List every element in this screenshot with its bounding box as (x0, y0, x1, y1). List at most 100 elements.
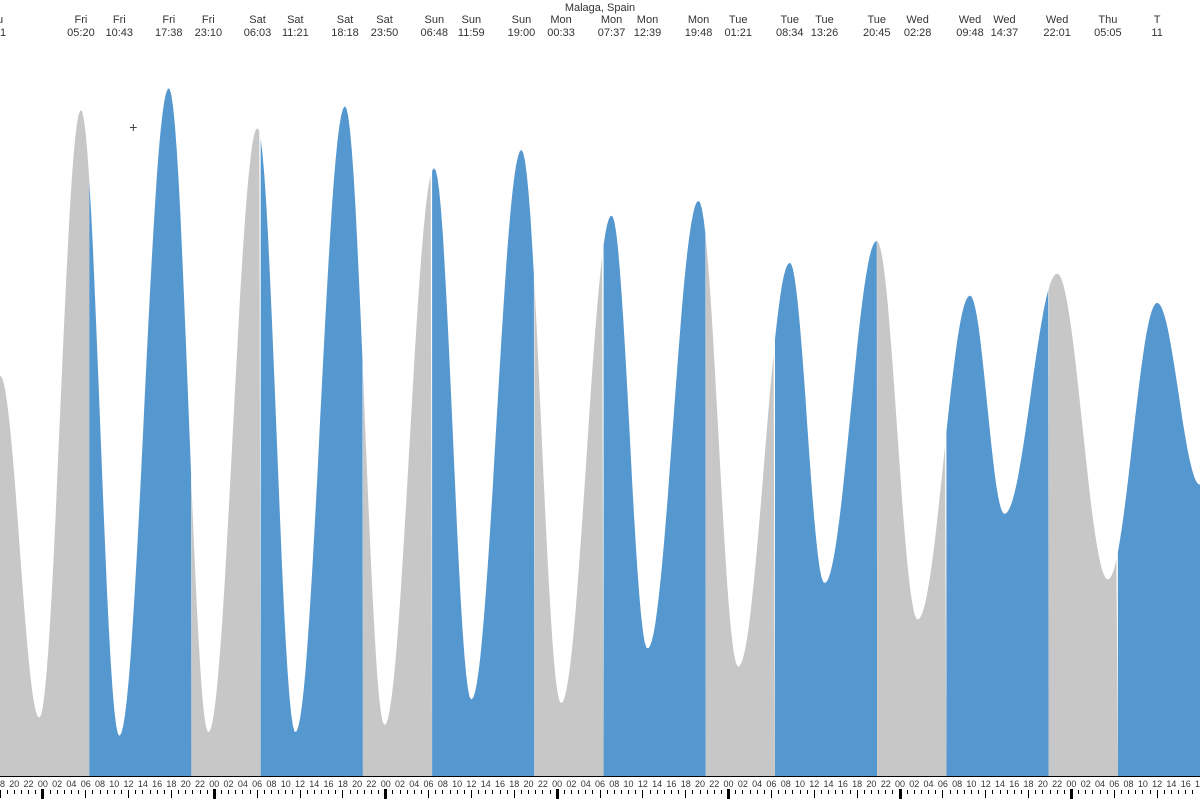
x-tick (92, 790, 93, 794)
x-tick (64, 790, 65, 794)
x-tick-label: 00 (1066, 779, 1076, 789)
x-tick-label: 04 (924, 779, 934, 789)
x-tick (292, 790, 293, 794)
x-tick (7, 790, 8, 794)
x-tick (635, 790, 636, 794)
x-tick (914, 790, 915, 794)
x-tick (571, 790, 572, 794)
x-tick (864, 790, 865, 794)
header-label: Tue13:26 (811, 14, 839, 40)
x-tick (321, 790, 322, 794)
x-tick-label: 06 (424, 779, 434, 789)
x-tick-label: 08 (609, 779, 619, 789)
x-tick (700, 790, 701, 794)
header-label: Mon07:37 (598, 14, 626, 40)
x-tick (828, 790, 829, 794)
x-tick (928, 790, 929, 794)
x-tick-label: 06 (938, 779, 948, 789)
x-tick-label: 18 (509, 779, 519, 789)
x-tick-label: 22 (366, 779, 376, 789)
x-tick (600, 790, 601, 798)
x-tick (78, 790, 79, 794)
x-tick (942, 790, 943, 798)
x-tick (685, 790, 686, 798)
x-tick (550, 790, 551, 794)
header-label: Sun19:00 (508, 14, 536, 40)
x-tick (50, 790, 51, 794)
x-tick (85, 790, 86, 798)
x-tick (714, 790, 715, 794)
x-tick (450, 790, 451, 794)
x-tick (1157, 790, 1158, 798)
x-tick (342, 790, 343, 798)
x-tick-label: 16 (1181, 779, 1191, 789)
x-tick (564, 790, 565, 794)
header-label: T11 (1151, 14, 1162, 40)
x-tick-label: 16 (666, 779, 676, 789)
header-label: Fri05:20 (67, 14, 95, 40)
x-tick (542, 790, 543, 794)
header-label: Fri23:10 (195, 14, 223, 40)
x-tick (350, 790, 351, 794)
x-tick-label: 18 (1195, 779, 1200, 789)
x-tick-label: 04 (409, 779, 419, 789)
header-label: Sun11:59 (458, 14, 485, 40)
x-tick (364, 790, 365, 794)
header-label: Tue08:34 (776, 14, 804, 40)
header-label: Wed14:37 (991, 14, 1019, 40)
header-label: Mon00:33 (547, 14, 575, 40)
x-tick (964, 790, 965, 794)
x-tick-label: 20 (866, 779, 876, 789)
header-label: Tue20:45 (863, 14, 891, 40)
x-tick (921, 790, 922, 794)
x-tick (264, 790, 265, 794)
x-tick-label: 22 (881, 779, 891, 789)
x-tick (114, 790, 115, 794)
x-tick (257, 790, 258, 798)
x-tick (500, 790, 501, 794)
x-tick (421, 790, 422, 794)
header-label: Wed22:01 (1043, 14, 1071, 40)
x-tick (1121, 790, 1122, 794)
x-tick (242, 790, 243, 794)
x-tick (878, 790, 879, 794)
x-tick (835, 790, 836, 794)
x-tick (328, 790, 329, 794)
x-tick (1114, 790, 1115, 798)
header-label: Wed02:28 (904, 14, 932, 40)
x-tick (1142, 790, 1143, 794)
x-tick (307, 790, 308, 794)
x-tick (178, 790, 179, 794)
x-tick (478, 790, 479, 794)
x-tick (235, 790, 236, 794)
x-tick (807, 790, 808, 794)
x-tick-label: 08 (438, 779, 448, 789)
x-tick-label: 20 (352, 779, 362, 789)
header-label: Wed09:48 (956, 14, 984, 40)
x-tick-label: 02 (224, 779, 234, 789)
x-tick (792, 790, 793, 794)
x-tick-label: 14 (138, 779, 148, 789)
x-tick-label: 04 (1095, 779, 1105, 789)
x-tick (585, 790, 586, 794)
x-tick (778, 790, 779, 794)
x-tick-label: 18 (681, 779, 691, 789)
x-tick-label: 16 (1009, 779, 1019, 789)
x-daystart-marker (213, 789, 216, 799)
x-tick (1014, 790, 1015, 794)
x-tick (21, 790, 22, 794)
x-tick-label: 14 (1166, 779, 1176, 789)
x-tick-label: 02 (909, 779, 919, 789)
x-tick (507, 790, 508, 794)
x-tick (857, 790, 858, 798)
x-tick-label: 18 (1024, 779, 1034, 789)
x-tick-label: 18 (0, 779, 5, 789)
x-tick (521, 790, 522, 794)
x-tick-label: 02 (52, 779, 62, 789)
x-tick-label: 12 (295, 779, 305, 789)
x-tick (1064, 790, 1065, 794)
x-tick-label: 12 (638, 779, 648, 789)
x-tick-label: 12 (124, 779, 134, 789)
x-tick (607, 790, 608, 794)
x-tick (1085, 790, 1086, 794)
